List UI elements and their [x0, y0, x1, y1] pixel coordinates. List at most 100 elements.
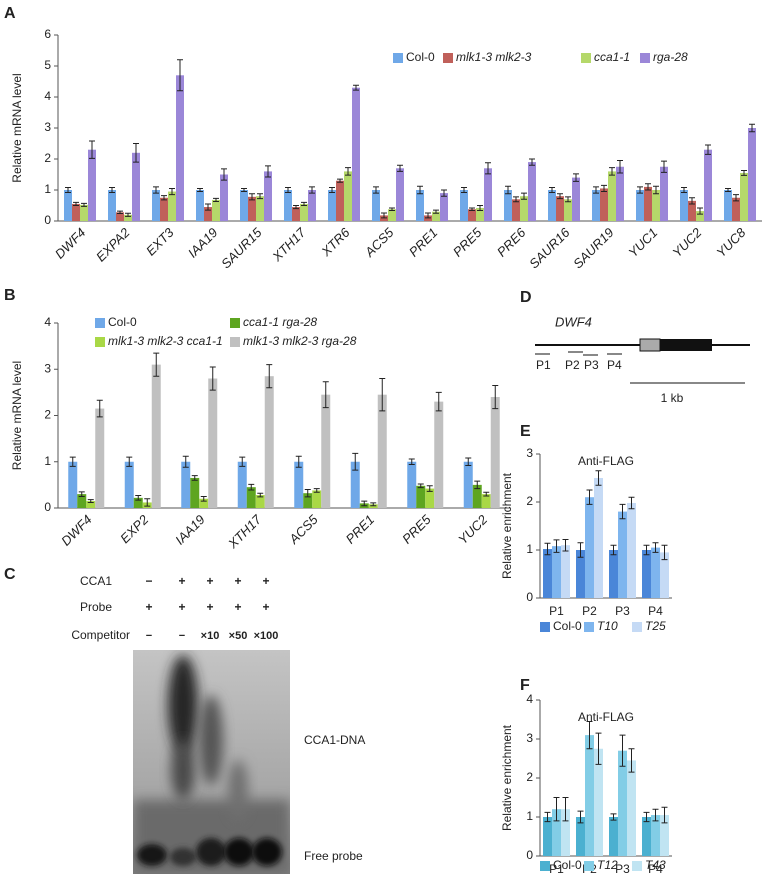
bar — [504, 190, 512, 221]
gel-band-label: Free probe — [304, 849, 363, 863]
legend-swatch — [95, 318, 105, 328]
gel-cell: + — [234, 574, 241, 588]
y-tick-label: 1 — [44, 182, 51, 196]
bar — [660, 815, 669, 856]
error-bar — [593, 186, 599, 194]
bar — [116, 212, 124, 221]
legend-label: cca1-1 rga-28 — [243, 315, 317, 329]
bar — [476, 207, 484, 221]
bar — [264, 376, 274, 508]
bar — [688, 200, 696, 221]
bar — [220, 174, 228, 221]
x-tick-label: XTR6 — [318, 224, 353, 259]
legend-swatch — [230, 337, 240, 347]
x-tick-label: P4 — [648, 604, 663, 618]
bar — [86, 501, 96, 508]
error-bar — [89, 140, 95, 159]
bar — [372, 190, 380, 221]
error-bar — [81, 202, 87, 207]
bar — [651, 815, 660, 856]
error-bar — [733, 194, 739, 202]
legend-label: T12 — [597, 858, 618, 872]
error-bar — [370, 502, 377, 507]
error-bar — [705, 144, 711, 155]
error-bar — [609, 167, 615, 176]
error-bar — [628, 496, 635, 510]
error-bar — [117, 210, 123, 215]
bar — [585, 497, 594, 598]
bar — [592, 190, 600, 221]
error-bar — [381, 212, 387, 219]
bar — [151, 364, 161, 508]
error-bar — [610, 813, 617, 821]
error-bar — [209, 366, 216, 391]
y-tick-label: 2 — [44, 408, 51, 422]
x-tick-label: P3 — [615, 862, 630, 874]
error-bar — [505, 185, 511, 195]
panel-label: C — [4, 566, 16, 583]
panel-label: F — [520, 677, 530, 694]
bar — [636, 190, 644, 221]
error-bar — [749, 123, 755, 133]
error-bar — [544, 542, 551, 556]
gel-cell: ×10 — [201, 630, 220, 642]
bar — [181, 461, 191, 508]
y-tick-label: 4 — [526, 692, 533, 706]
bar — [432, 211, 440, 221]
bar — [264, 171, 272, 221]
bar — [748, 128, 756, 221]
panel-label: E — [520, 423, 531, 440]
x-tick-label: P3 — [615, 604, 630, 618]
bar — [434, 401, 444, 508]
bar — [564, 199, 572, 221]
gel-cell: + — [178, 600, 185, 614]
y-tick-label: 5 — [44, 58, 51, 72]
x-tick-label: IAA19 — [172, 512, 208, 548]
bar — [64, 190, 72, 221]
bar — [484, 168, 492, 221]
legend-swatch — [640, 53, 650, 63]
bar — [704, 149, 712, 221]
bar — [303, 493, 313, 508]
legend-label: Col-0 — [553, 619, 582, 633]
gel-cell: ×50 — [229, 630, 248, 642]
bar — [133, 497, 143, 508]
bar — [294, 461, 304, 508]
bar — [237, 461, 247, 508]
bar — [543, 817, 552, 856]
y-tick-label: 2 — [44, 151, 51, 165]
error-bar — [153, 352, 160, 377]
bar — [644, 186, 652, 221]
legend-swatch — [632, 861, 642, 871]
bar — [594, 478, 603, 598]
x-tick-label: P1 — [549, 604, 564, 618]
bar — [440, 193, 448, 221]
error-bar — [617, 160, 623, 174]
gel-cell: + — [206, 574, 213, 588]
bar — [652, 190, 660, 221]
y-axis-label: Relative mRNA level — [10, 361, 24, 470]
error-bar — [601, 184, 607, 193]
x-tick-label: DWF4 — [52, 225, 89, 262]
bar — [88, 149, 96, 221]
error-bar — [126, 456, 133, 467]
error-bar — [689, 197, 695, 205]
x-tick-label: YUC2 — [455, 511, 491, 547]
error-bar — [197, 187, 203, 193]
bar — [308, 190, 316, 221]
gel-cell: − — [146, 630, 152, 642]
error-bar — [353, 84, 359, 91]
x-tick-label: YUC2 — [669, 224, 705, 260]
error-bar — [610, 544, 617, 556]
bar — [176, 75, 184, 221]
legend-label: Col-0 — [406, 50, 435, 64]
scale-label: 1 kb — [661, 391, 684, 405]
gel-cell: − — [179, 630, 185, 642]
error-bar — [200, 495, 207, 502]
y-tick-label: 3 — [526, 731, 533, 745]
x-tick-label: XTH17 — [269, 224, 309, 264]
error-bar — [239, 456, 246, 467]
error-bar — [577, 810, 584, 824]
bar — [696, 211, 704, 221]
gel-cell: + — [262, 600, 269, 614]
